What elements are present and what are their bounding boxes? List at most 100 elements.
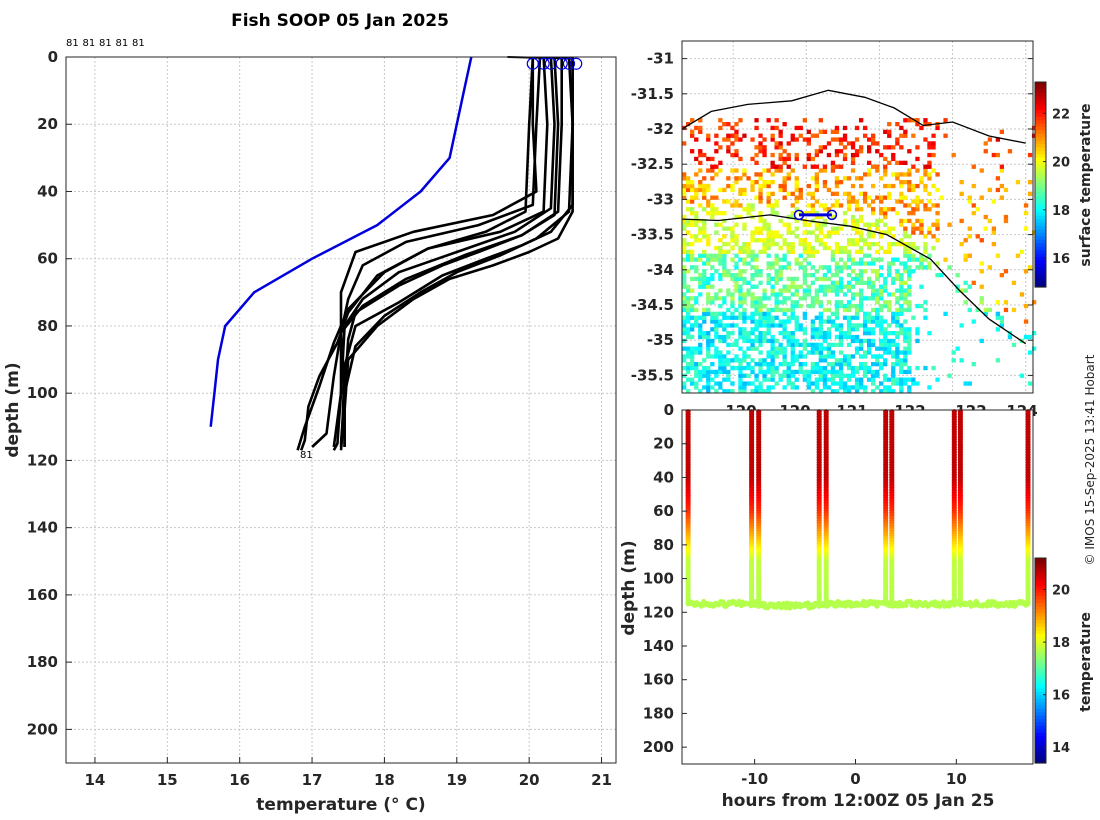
- map-pixel: [842, 145, 848, 150]
- map-pixel: [887, 129, 892, 134]
- map-pixel: [859, 245, 864, 251]
- map-pixel: [730, 365, 735, 371]
- map-pixel: [758, 199, 763, 204]
- map-pixel: [766, 377, 771, 382]
- time-depth-y-tick-label: 100: [643, 570, 674, 588]
- profile-axes-frame: [65, 56, 617, 764]
- map-pixel: [682, 191, 687, 196]
- map-pixel: [814, 276, 819, 282]
- map-pixel: [730, 303, 735, 309]
- map-pixel: [883, 331, 888, 336]
- map-pixel: [726, 307, 731, 313]
- map-pixel: [911, 207, 916, 212]
- map-pixel: [814, 369, 819, 375]
- map-colorbar-segment: [1035, 283, 1046, 288]
- map-pixel: [718, 245, 723, 251]
- map-pixel: [854, 385, 860, 390]
- map-pixel: [802, 362, 807, 367]
- map-pixel: [899, 242, 904, 247]
- map-pixel: [867, 253, 872, 258]
- map-pixel: [762, 238, 767, 243]
- map-pixel: [838, 358, 844, 363]
- map-pixel: [1031, 125, 1037, 131]
- map-pixel: [726, 199, 731, 204]
- map-pixel: [883, 300, 888, 305]
- map-pixel: [714, 164, 719, 169]
- map-pixel: [818, 214, 823, 220]
- map-pixel: [762, 152, 767, 158]
- time-depth-y-tick-label: 120: [643, 603, 674, 621]
- map-pixel: [806, 137, 811, 142]
- map-pixel: [730, 234, 735, 239]
- map-pixel: [814, 331, 819, 336]
- map-pixel: [927, 331, 932, 336]
- map-pixel: [730, 257, 735, 262]
- map-pixel: [686, 369, 691, 375]
- map-pixel: [722, 218, 727, 224]
- map-pixel: [895, 307, 900, 313]
- map-pixel: [790, 373, 795, 378]
- map-pixel: [883, 168, 888, 173]
- map-pixel: [742, 133, 747, 138]
- map-pixel: [863, 195, 868, 200]
- map-pixel: [714, 141, 719, 146]
- map-pixel: [883, 276, 888, 282]
- map-pixel: [907, 288, 912, 293]
- map-pixel: [714, 245, 719, 251]
- map-pixel: [766, 234, 771, 239]
- map-pixel: [867, 315, 872, 320]
- map-pixel: [750, 319, 755, 324]
- map-pixel: [710, 319, 715, 324]
- map-pixel: [750, 315, 755, 320]
- map-pixel: [830, 249, 836, 254]
- map-pixel: [702, 230, 707, 235]
- map-pixel: [822, 276, 828, 282]
- map-pixel: [830, 365, 836, 371]
- map-pixel: [979, 238, 984, 243]
- map-pixel: [782, 195, 787, 200]
- map-pixel: [863, 373, 868, 378]
- map-pixel: [718, 385, 723, 390]
- map-pixel: [702, 226, 707, 231]
- map-pixel: [907, 303, 912, 309]
- map-pixel: [782, 238, 787, 243]
- map-pixel: [710, 253, 715, 258]
- map-pixel: [875, 296, 880, 301]
- map-pixel: [822, 273, 828, 278]
- map-pixel: [718, 253, 723, 258]
- map-pixel: [694, 218, 699, 224]
- map-pixel: [758, 350, 763, 355]
- map-colorbar-segment: [1035, 269, 1046, 274]
- time-depth-point: [685, 601, 691, 607]
- time-depth-colorbar-segment: [1035, 711, 1046, 716]
- map-track-point: [793, 209, 805, 221]
- map-pixel: [846, 199, 852, 204]
- map-y-tick-label: -34.5: [631, 296, 674, 314]
- map-pixel: [907, 292, 912, 297]
- map-pixel: [694, 234, 699, 239]
- time-depth-y-tick-label: 60: [653, 502, 674, 520]
- map-pixel: [923, 245, 928, 251]
- map-pixel: [766, 307, 771, 313]
- map-pixel: [822, 207, 828, 212]
- map-pixel: [750, 331, 755, 336]
- map-pixel: [690, 257, 695, 262]
- map-pixel: [706, 350, 711, 355]
- map-pixel: [790, 230, 795, 235]
- map-pixel: [859, 149, 864, 154]
- map-pixel: [698, 160, 703, 165]
- map-pixel: [959, 323, 964, 328]
- map-pixel: [762, 222, 767, 227]
- map-pixel: [1027, 191, 1033, 196]
- map-pixel: [718, 354, 723, 359]
- map-pixel: [790, 245, 795, 251]
- map-pixel: [794, 137, 799, 142]
- map-pixel: [718, 288, 723, 293]
- map-pixel: [682, 218, 687, 224]
- map-pixel: [786, 152, 791, 158]
- map-pixel: [826, 276, 832, 282]
- map-pixel: [782, 187, 787, 193]
- map-pixel: [963, 300, 968, 305]
- map-pixel: [838, 276, 844, 282]
